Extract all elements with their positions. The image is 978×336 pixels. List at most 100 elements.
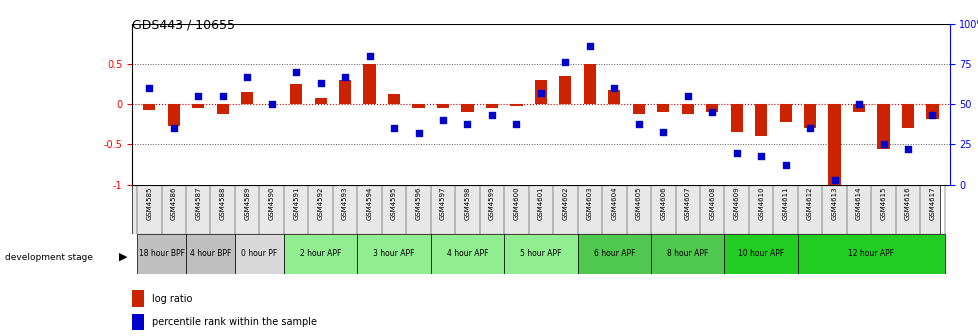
Point [336, 74, 352, 79]
Point [239, 74, 254, 79]
Bar [534, 80, 547, 104]
Bar [241, 92, 253, 104]
Point [655, 129, 671, 134]
Point [263, 101, 280, 107]
Point [165, 126, 182, 131]
Point [899, 146, 914, 152]
Text: GSM4593: GSM4593 [341, 186, 348, 220]
Bar [430, 234, 504, 274]
Point [557, 59, 573, 65]
Point [141, 85, 156, 91]
Text: GSM4616: GSM4616 [904, 186, 911, 220]
Bar [705, 104, 718, 112]
Bar [925, 104, 938, 119]
Bar [827, 104, 840, 185]
Bar [284, 234, 357, 274]
Text: 2 hour APF: 2 hour APF [299, 249, 341, 258]
Bar [137, 234, 186, 274]
Bar [289, 84, 302, 104]
Point [728, 150, 743, 155]
Point [460, 121, 475, 126]
Bar [504, 234, 577, 274]
Bar [363, 64, 376, 104]
Bar [436, 104, 449, 108]
Bar [357, 234, 430, 274]
Bar [143, 104, 156, 110]
Text: GSM4617: GSM4617 [928, 186, 935, 220]
Bar [730, 104, 742, 132]
Bar [461, 104, 473, 112]
Text: GDS443 / 10655: GDS443 / 10655 [132, 18, 235, 32]
Point [312, 81, 328, 86]
Point [361, 53, 377, 58]
Text: GSM4601: GSM4601 [537, 186, 544, 220]
Text: GSM4605: GSM4605 [635, 186, 642, 220]
Point [850, 101, 867, 107]
Point [385, 126, 401, 131]
Text: GSM4608: GSM4608 [708, 186, 715, 220]
Point [753, 153, 769, 159]
Text: GSM4612: GSM4612 [806, 186, 813, 220]
Text: GSM4588: GSM4588 [219, 186, 226, 220]
Text: 12 hour APF: 12 hour APF [847, 249, 894, 258]
Text: GSM4599: GSM4599 [488, 186, 495, 220]
Text: GSM4600: GSM4600 [512, 186, 519, 220]
Text: GSM4604: GSM4604 [610, 186, 617, 220]
Text: GSM4586: GSM4586 [170, 186, 177, 220]
Point [190, 93, 205, 99]
Bar [558, 76, 571, 104]
Bar [876, 104, 889, 149]
Text: percentile rank within the sample: percentile rank within the sample [152, 317, 317, 327]
Bar [577, 234, 650, 274]
Text: 4 hour APF: 4 hour APF [446, 249, 488, 258]
Bar [132, 290, 144, 307]
Point [581, 43, 597, 49]
Text: 5 hour APF: 5 hour APF [519, 249, 561, 258]
Bar [650, 234, 724, 274]
Bar [778, 104, 791, 122]
Bar [724, 234, 797, 274]
Bar [607, 90, 620, 104]
Point [214, 93, 231, 99]
Point [630, 121, 645, 126]
Text: log ratio: log ratio [152, 294, 193, 304]
Bar [656, 104, 669, 112]
Point [874, 142, 890, 147]
Text: GSM4602: GSM4602 [561, 186, 568, 220]
Bar [186, 234, 235, 274]
Bar [485, 104, 498, 108]
Text: GSM4610: GSM4610 [757, 186, 764, 220]
Text: GSM4615: GSM4615 [879, 186, 886, 220]
Point [825, 177, 841, 183]
Text: GSM4585: GSM4585 [146, 186, 153, 220]
Bar [167, 104, 180, 126]
Bar [583, 64, 596, 104]
Text: GSM4611: GSM4611 [781, 186, 788, 220]
Text: 0 hour PF: 0 hour PF [241, 249, 278, 258]
Text: 4 hour BPF: 4 hour BPF [190, 249, 231, 258]
Text: 18 hour BPF: 18 hour BPF [139, 249, 184, 258]
Text: development stage: development stage [5, 253, 93, 261]
Point [509, 121, 524, 126]
Bar [901, 104, 913, 128]
Bar [314, 98, 327, 104]
Bar [754, 104, 767, 136]
Point [777, 163, 792, 168]
Point [703, 110, 719, 115]
Text: GSM4590: GSM4590 [268, 186, 275, 220]
Bar [510, 104, 522, 106]
Point [532, 90, 548, 95]
Text: 3 hour APF: 3 hour APF [373, 249, 415, 258]
Point [679, 93, 694, 99]
Point [923, 113, 939, 118]
Point [434, 118, 450, 123]
Bar [387, 94, 400, 104]
Bar [235, 234, 284, 274]
Bar [192, 104, 204, 108]
Text: GSM4598: GSM4598 [464, 186, 470, 220]
Text: GSM4606: GSM4606 [659, 186, 666, 220]
Text: GSM4614: GSM4614 [855, 186, 862, 220]
Text: GSM4597: GSM4597 [439, 186, 446, 220]
Bar [797, 234, 944, 274]
Text: GSM4594: GSM4594 [366, 186, 373, 220]
